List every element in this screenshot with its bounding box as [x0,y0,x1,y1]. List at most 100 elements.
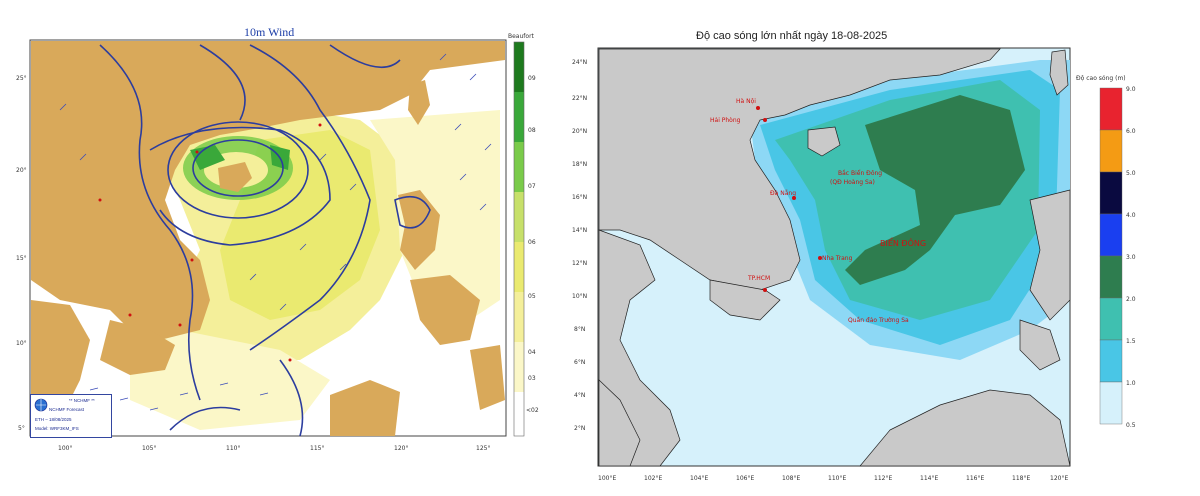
wave-lon-104: 104°E [690,475,708,482]
land-borneo [330,380,400,436]
wind-lon-125: 125° [476,445,490,452]
wind-cb-tick-03: 03 [528,375,536,382]
wave-lon-120: 120°E [1050,475,1068,482]
wave-lat-4: 4°N [574,392,585,399]
wave-lat-10: 10°N [572,293,587,300]
land-taiwan [1049,49,1069,96]
wave-city-markers [756,106,822,292]
wind-lat-20: 20° [16,167,27,174]
annot-3: Quần đảo Trường Sa [848,316,909,324]
land-borneo [859,389,1071,467]
wave-lat-8: 8°N [574,326,585,333]
wind-lon-100: 100° [58,445,72,452]
wind-lat-5: 5° [18,425,25,432]
place-haiphong: Hải Phòng [710,117,741,124]
wave-tick-4: 4.0 [1126,212,1136,219]
wind-cb-tick-02: <02 [526,407,539,414]
wave-lat-18: 18°N [572,161,587,168]
land-china-vn-north [598,48,1001,291]
wave-land [598,48,1071,467]
wind-lat-10: 10° [16,340,27,347]
land-hainan [807,126,841,157]
wave-legend-ticks: 9.0 6.0 5.0 4.0 3.0 2.0 1.5 1.0 0.5 [1126,86,1136,429]
place-biendong: BIỂN ĐÔNG [880,236,926,248]
wind-colorbar [513,41,525,437]
wave-lat-22: 22°N [572,95,587,102]
wind-cb-tick-07: 07 [528,183,536,190]
wave-place-labels: Hà Nội Hải Phòng Đà Nẵng Nha Trang TP.HC… [710,98,926,324]
land-east-island [470,345,505,410]
wave-tick-1: 1.0 [1126,380,1136,387]
logo-line-2: NCHMF Forecast [49,407,85,412]
wind-barbs [59,53,492,411]
wave-band-3m [845,95,1025,285]
wave-lon-108: 108°E [782,475,800,482]
annot-1: Bắc Biển Đông [838,170,882,177]
wind-lon-115: 115° [310,445,324,452]
wind-cb-tick-04: 04 [528,349,536,356]
wind-lon-labels: 100° 105° 110° 115° 120° 125° [58,445,490,452]
wind-lat-15: 15° [16,255,27,262]
wave-lat-12: 12°N [572,260,587,267]
wave-map: Hà Nội Hải Phòng Đà Nẵng Nha Trang TP.HC… [572,47,1136,482]
wind-cb-tick-06: 06 [528,239,536,246]
land-luzon-south [1019,319,1061,371]
wave-lon-112: 112°E [874,475,892,482]
place-hcm: TP.HCM [747,275,770,282]
wave-lat-24: 24°N [572,59,587,66]
wind-cb-tick-08: 08 [528,127,536,134]
wave-tick-3: 3.0 [1126,254,1136,261]
wind-colorbar-title: Beaufort [508,33,535,40]
wave-lat-16: 16°N [572,194,587,201]
wave-lon-116: 116°E [966,475,984,482]
wave-map-title: Độ cao sóng lớn nhất ngày 18-08-2025 [696,30,888,42]
wind-lat-labels: 25° 20° 15° 10° 5° [16,75,27,432]
wave-tick-6: 6.0 [1126,128,1136,135]
wind-lon-110: 110° [226,445,240,452]
wave-lon-100: 100°E [598,475,616,482]
wave-tick-9: 9.0 [1126,86,1136,93]
wave-tick-0-5: 0.5 [1126,422,1136,429]
wind-map: 25° 20° 15° 10° 5° 100° 105° 110° 115° 1… [16,33,539,452]
wind-lat-25: 25° [16,75,27,82]
wave-legend-colorbar [1099,87,1123,425]
wind-map-title: 10m Wind [244,25,295,39]
wave-lon-114: 114°E [920,475,938,482]
wave-lat-14: 14°N [572,227,587,234]
annot-2: (QĐ Hoàng Sa) [830,179,875,186]
nchmf-logo-box: ** NCHMF ** NCHMF Forecast ETH – 18/08/2… [30,394,112,438]
wave-tick-5: 5.0 [1126,170,1136,177]
land-philippines [1029,189,1071,321]
logo-line-1: ** NCHMF ** [69,398,95,403]
wind-colorbar-ticks: 09 08 07 06 05 04 03 <02 [526,75,539,414]
logo-line-3: ETH – 18/08/2025 [35,417,72,422]
wind-map-panel: 10m Wind [0,0,545,496]
wind-lon-105: 105° [142,445,156,452]
wave-lon-118: 118°E [1012,475,1030,482]
wind-cb-tick-05: 05 [528,293,536,300]
wave-lat-labels: 24°N 22°N 20°N 18°N 16°N 14°N 12°N 10°N … [572,59,587,432]
land-sumatra [598,379,641,467]
wave-tick-1-5: 1.5 [1126,338,1136,345]
wave-lon-106: 106°E [736,475,754,482]
land-taiwan [408,80,430,125]
nchmf-globe-icon [34,398,48,412]
wave-lat-6: 6°N [574,359,585,366]
wave-lat-20: 20°N [572,128,587,135]
logo-line-4: Model: WRF3KM_IFS [35,426,79,431]
place-danang: Đà Nẵng [770,190,796,197]
wave-lon-102: 102°E [644,475,662,482]
wind-cb-tick-09: 09 [528,75,536,82]
wind-lon-120: 120° [394,445,408,452]
place-nhatrang: Nha Trang [822,255,853,262]
land-philippines [410,275,480,345]
wind-field-pale-south [130,320,330,430]
wave-map-panel: Độ cao sóng lớn nhất ngày 18-08-2025 [560,0,1200,496]
city-markers [98,123,322,362]
wave-lon-110: 110°E [828,475,846,482]
strong-wind-patch [190,145,225,170]
wave-lat-2: 2°N [574,425,585,432]
place-hanoi: Hà Nội [736,98,756,105]
isobars [99,44,431,437]
wave-tick-2: 2.0 [1126,296,1136,303]
